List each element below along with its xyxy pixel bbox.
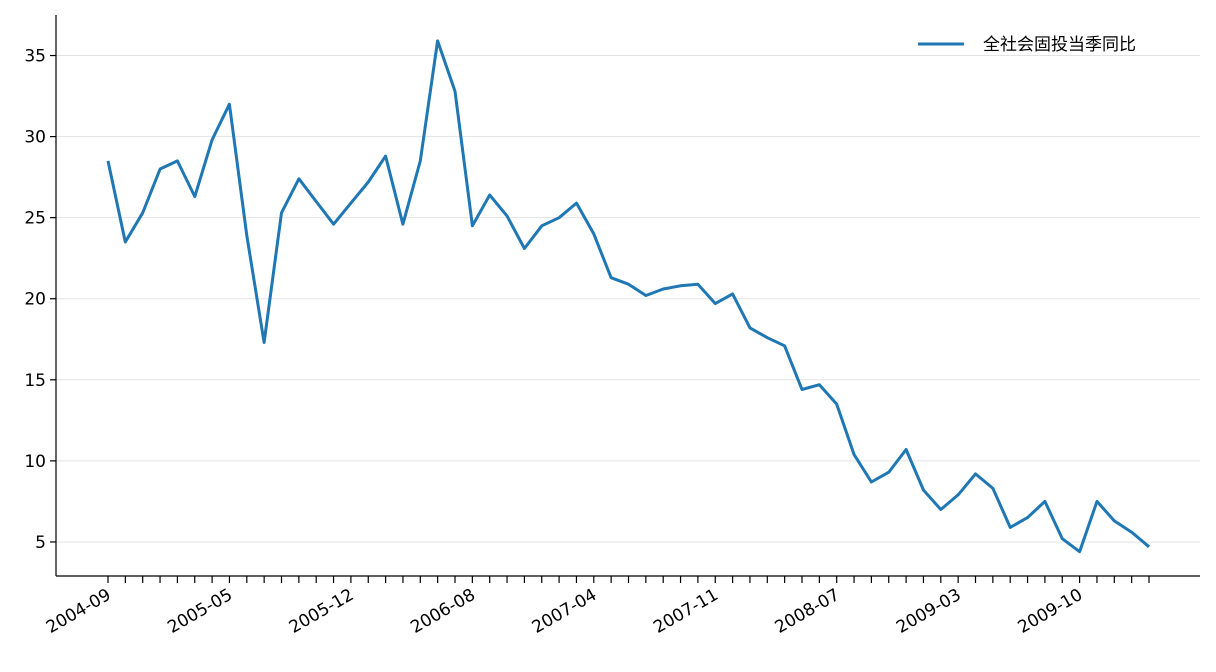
x-tick-label: 2009-10 [1015, 585, 1087, 638]
y-tick-label: 20 [24, 290, 46, 310]
x-tick-label: 2007-04 [529, 585, 601, 638]
x-tick-label: 2006-08 [407, 585, 479, 638]
y-tick-label: 15 [24, 371, 46, 391]
y-tick-label: 10 [24, 452, 46, 472]
y-tick-label: 30 [24, 128, 46, 148]
line-series [106, 39, 1150, 554]
x-tick-label: 2005-05 [164, 585, 236, 638]
y-tick-label: 35 [24, 47, 46, 67]
x-tick-label: 2004-09 [43, 585, 115, 638]
y-tick-label: 5 [35, 533, 46, 553]
x-tick-label: 2008-07 [772, 585, 844, 638]
y-tick-label: 25 [24, 209, 46, 229]
x-tick-label: 2007-11 [650, 585, 722, 638]
legend-label: 全社会固投当季同比 [983, 35, 1136, 55]
x-tick-label: 2009-03 [893, 585, 965, 638]
x-tick-label: 2005-12 [286, 585, 358, 638]
